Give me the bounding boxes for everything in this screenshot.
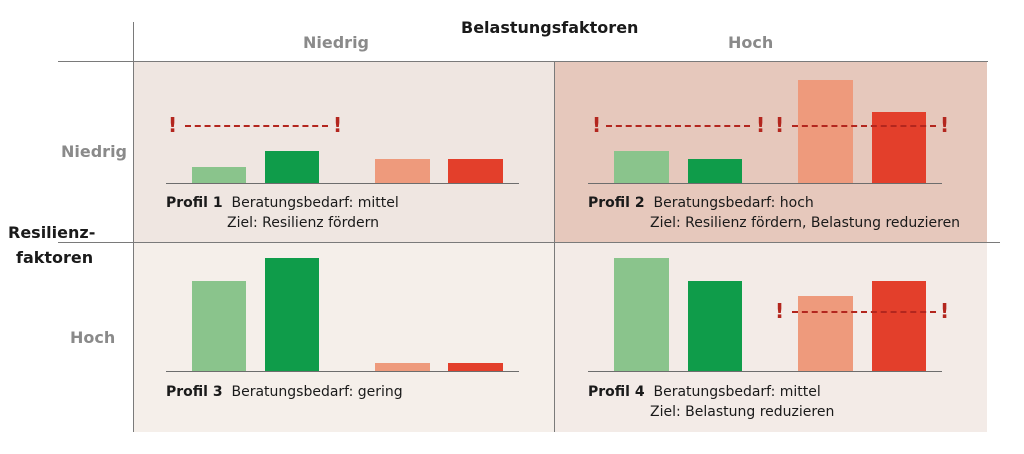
row-header-hoch: Hoch <box>70 328 116 347</box>
profil-1-line-2: Ziel: Resilienz fördern <box>227 215 379 231</box>
profil-2-line-1: Beratungsbedarf: hoch <box>653 195 814 211</box>
profil-1-bar-belastung-1 <box>375 159 430 183</box>
profil-3-baseline <box>166 371 519 372</box>
profil-2-warning-a-left-icon: ! <box>592 113 602 137</box>
profil-3-line-1: Beratungsbedarf: gering <box>231 384 403 400</box>
row-header-niedrig: Niedrig <box>61 142 128 161</box>
profil-2-bar-resilienz-2 <box>688 159 742 183</box>
profil-2-bar-belastung-1 <box>798 80 853 183</box>
profil-4-warning-left-icon: ! <box>775 299 785 323</box>
grid-line-vertical-left <box>133 22 134 432</box>
profil-2-warning-b-dashline <box>792 125 936 127</box>
profil-2-bar-belastung-2 <box>872 112 926 183</box>
grid-line-horizontal-middle <box>58 242 1000 243</box>
profil-4-warning-right-icon: ! <box>940 299 950 323</box>
profil-2-bar-resilienz-1 <box>614 151 669 183</box>
profil-4-line-1: Beratungsbedarf: mittel <box>653 384 821 400</box>
profil-2-warning-a-dashline <box>606 125 750 127</box>
column-header-hoch: Hoch <box>728 33 774 52</box>
profil-2-warning-b-left-icon: ! <box>775 113 785 137</box>
profil-4-caption: Profil 4 Beratungsbedarf: mittel Ziel: B… <box>588 382 834 422</box>
profil-1-bar-resilienz-2 <box>265 151 319 183</box>
profil-1-warning-right-icon: ! <box>333 113 343 137</box>
profil-3-bar-resilienz-1 <box>192 281 246 371</box>
profil-4-label: Profil 4 <box>588 384 645 400</box>
profil-1-warning-left-icon: ! <box>168 113 178 137</box>
profil-3-bar-belastung-2 <box>448 363 503 371</box>
diagram-title: Belastungsfaktoren <box>461 18 639 37</box>
profil-4-bar-belastung-1 <box>798 296 853 371</box>
profil-2-baseline <box>588 183 942 184</box>
column-header-niedrig: Niedrig <box>303 33 370 52</box>
profil-4-warning-dashline <box>792 311 936 313</box>
grid-line-horizontal-top <box>58 61 988 62</box>
profil-3-bar-belastung-1 <box>375 363 430 371</box>
profil-1-bar-belastung-2 <box>448 159 503 183</box>
profil-2-label: Profil 2 <box>588 195 645 211</box>
side-title: Resilienz- faktoren <box>8 220 95 270</box>
profil-3-label: Profil 3 <box>166 384 223 400</box>
profil-1-label: Profil 1 <box>166 195 223 211</box>
profil-1-warning-dashline <box>185 125 328 127</box>
profil-1-line-1: Beratungsbedarf: mittel <box>231 195 399 211</box>
grid-line-vertical-middle <box>554 62 555 432</box>
profil-3-caption: Profil 3 Beratungsbedarf: gering <box>166 382 403 402</box>
profil-4-line-2: Ziel: Belastung reduzieren <box>650 404 835 420</box>
profil-3-bar-resilienz-2 <box>265 258 319 371</box>
side-title-line-1: Resilienz- <box>8 223 96 242</box>
profil-1-baseline <box>166 183 519 184</box>
profil-4-bar-resilienz-2 <box>688 281 742 371</box>
profil-4-bar-belastung-2 <box>872 281 926 371</box>
profil-1-caption: Profil 1 Beratungsbedarf: mittel Ziel: R… <box>166 193 399 233</box>
quadrant-profil-1 <box>134 62 554 242</box>
profil-2-warning-b-right-icon: ! <box>940 113 950 137</box>
side-title-line-2: faktoren <box>16 248 94 267</box>
profil-2-warning-a-right-icon: ! <box>756 113 766 137</box>
profil-4-bar-resilienz-1 <box>614 258 669 371</box>
profil-2-caption: Profil 2 Beratungsbedarf: hoch Ziel: Res… <box>588 193 960 233</box>
profil-4-baseline <box>588 371 942 372</box>
profil-1-bar-resilienz-1 <box>192 167 246 183</box>
profil-2-line-2: Ziel: Resilienz fördern, Belastung reduz… <box>650 215 961 231</box>
